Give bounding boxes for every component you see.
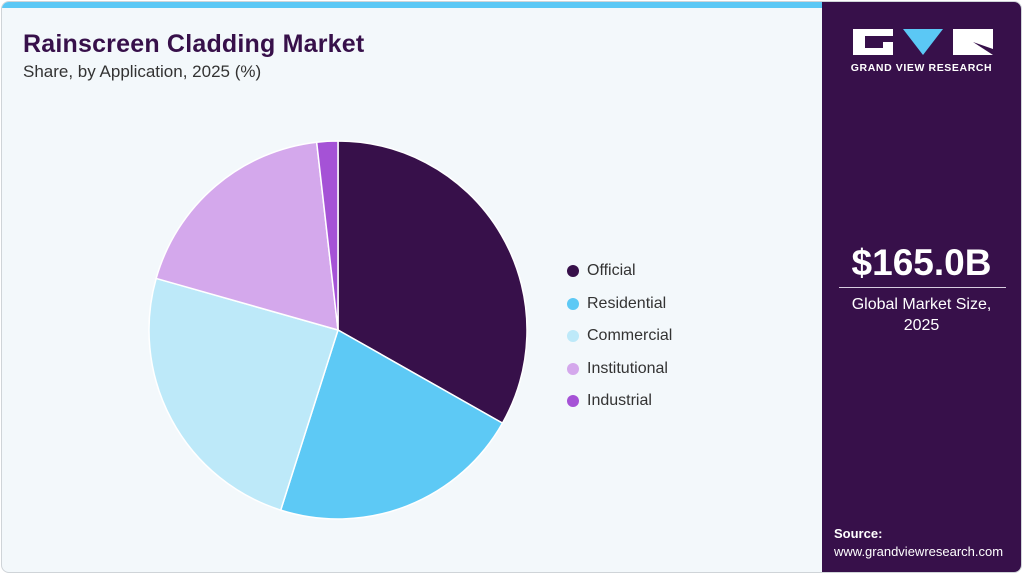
legend-item-official: Official <box>567 255 672 288</box>
legend-dot-icon <box>567 362 579 375</box>
sidebar-panel: GRAND VIEW RESEARCH $165.0B Global Marke… <box>822 2 1021 572</box>
caption-line-1: Global Market Size, <box>851 296 992 313</box>
legend-item-residential: Residential <box>567 288 672 321</box>
legend-label: Institutional <box>587 359 668 377</box>
pie-slice-commercial <box>148 277 339 512</box>
market-size-caption: Global Market Size, 2025 <box>822 294 1021 336</box>
pie-slice-official <box>337 140 528 425</box>
pie-slice-residential <box>279 328 504 520</box>
legend-label: Commercial <box>587 327 673 345</box>
legend-label: Official <box>587 262 636 280</box>
legend-dot-icon <box>567 330 579 343</box>
chart-title: Rainscreen Cladding Market <box>23 30 365 58</box>
caption-line-2: 2025 <box>903 317 940 334</box>
chart-legend: Official Residential Commercial Institution… <box>567 255 672 418</box>
legend-dot-icon <box>567 297 579 310</box>
market-size-value: $165.0B <box>851 242 992 283</box>
grand-view-research-logo-icon <box>853 29 993 55</box>
pie-slice-industrial <box>315 140 339 331</box>
pie-slice-institutional <box>155 141 339 332</box>
legend-item-institutional: Institutional <box>567 353 672 386</box>
pie-chart <box>148 140 528 520</box>
legend-item-commercial: Commercial <box>567 320 672 353</box>
source-link[interactable]: www.grandviewresearch.com <box>834 544 1004 559</box>
logo-text: GRAND VIEW RESEARCH <box>850 62 993 74</box>
source-label: Source: <box>834 526 883 541</box>
legend-dot-icon <box>567 265 579 278</box>
chart-subtitle: Share, by Application, 2025 (%) <box>23 62 262 81</box>
legend-label: Residential <box>587 294 667 312</box>
legend-item-industrial: Industrial <box>567 385 672 418</box>
accent-bar <box>2 2 825 8</box>
divider <box>839 287 1006 288</box>
legend-dot-icon <box>567 395 579 408</box>
legend-label: Industrial <box>587 392 652 410</box>
